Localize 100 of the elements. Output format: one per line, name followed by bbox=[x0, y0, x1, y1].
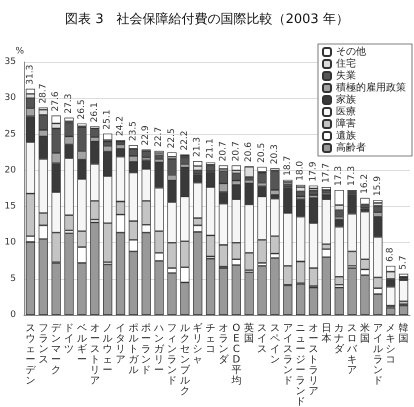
x-tick-label: オランダ bbox=[218, 322, 230, 366]
legend-label: 住宅 bbox=[336, 58, 356, 70]
bar bbox=[64, 233, 74, 315]
total-label: 27.3 bbox=[64, 94, 74, 114]
x-tick-label: ドイツ bbox=[64, 322, 74, 355]
total-label: 15.9 bbox=[372, 176, 383, 196]
bar bbox=[232, 173, 241, 181]
y-tick-label: 10 bbox=[4, 238, 16, 248]
bar bbox=[206, 258, 216, 315]
total-label: 20.3 bbox=[270, 144, 280, 164]
total-label: 18.7 bbox=[282, 156, 293, 176]
x-tick-label: フィンランド bbox=[166, 322, 177, 386]
x-tick-label: スイス bbox=[257, 322, 268, 355]
bar bbox=[167, 152, 177, 157]
x-tick-label: スペイン bbox=[270, 322, 280, 366]
legend-label: 障害 bbox=[336, 118, 356, 130]
bar bbox=[180, 157, 190, 164]
x-tick-label: OECD平均 bbox=[230, 322, 242, 386]
x-tick-label: ハンガリー bbox=[153, 322, 166, 376]
bar bbox=[398, 280, 408, 302]
x-tick-label: ノルウェー bbox=[102, 322, 113, 376]
total-label: 31.3 bbox=[25, 64, 36, 85]
legend-label: 医療 bbox=[336, 106, 356, 118]
bar bbox=[347, 268, 357, 315]
x-tick-label: チェコ bbox=[206, 322, 216, 355]
x-tick-label: オーストリア bbox=[90, 322, 100, 386]
total-label: 26.1 bbox=[90, 102, 100, 122]
x-tick-label: オーストラリア bbox=[308, 322, 318, 397]
x-tick-label: ポーランド bbox=[141, 322, 152, 376]
x-tick-label: ルクセンブルク bbox=[180, 322, 191, 397]
x-tick-label: ベルギー bbox=[76, 322, 87, 366]
y-axis-title: % bbox=[15, 46, 24, 56]
bar bbox=[90, 129, 100, 138]
total-label: 5.7 bbox=[398, 255, 409, 270]
bar bbox=[334, 288, 344, 315]
total-label: 22.2 bbox=[180, 130, 190, 151]
bar bbox=[386, 308, 396, 315]
total-label: 25.1 bbox=[102, 110, 113, 130]
legend-label: 遺族 bbox=[336, 130, 356, 142]
bar bbox=[270, 258, 280, 315]
x-tick-label: 韓国 bbox=[398, 322, 409, 344]
total-label: 20.6 bbox=[244, 142, 254, 162]
x-tick-label: スロバキア bbox=[346, 322, 358, 376]
total-label: 17.3 bbox=[347, 166, 358, 186]
total-label: 22.9 bbox=[141, 125, 152, 146]
bar bbox=[116, 142, 126, 144]
x-tick-label: 日本 bbox=[321, 322, 332, 344]
total-label: 21.1 bbox=[206, 138, 216, 158]
bar bbox=[90, 222, 100, 315]
total-label: 22.7 bbox=[154, 126, 164, 147]
legend-label: 積極的雇用政策 bbox=[336, 82, 406, 94]
total-label: 20.5 bbox=[257, 142, 268, 163]
y-tick-label: 20 bbox=[4, 165, 16, 176]
total-label: 16.2 bbox=[360, 174, 370, 194]
x-tick-label: アイルランド bbox=[372, 322, 383, 386]
x-tick-label: ニュージーランド bbox=[296, 322, 306, 407]
x-tick-label: スウェーデン bbox=[25, 322, 36, 386]
total-label: 6.8 bbox=[386, 247, 396, 262]
total-label: 27.6 bbox=[51, 91, 62, 112]
x-tick-label: デンマーク bbox=[51, 322, 62, 376]
y-tick-label: 25 bbox=[4, 129, 16, 140]
x-tick-label: 英国 bbox=[244, 322, 254, 344]
total-label: 24.2 bbox=[116, 116, 126, 136]
total-label: 28.7 bbox=[38, 83, 48, 104]
legend-label: 高齢者 bbox=[336, 142, 366, 154]
bar bbox=[296, 191, 306, 196]
legend-label: 失業 bbox=[336, 70, 356, 82]
bar bbox=[103, 264, 112, 315]
bar bbox=[257, 266, 267, 315]
total-label: 20.7 bbox=[231, 141, 242, 162]
chart-title: 図表 3 社会保障給付費の国際比較（2003 年） bbox=[65, 12, 349, 27]
bar bbox=[26, 88, 36, 94]
legend-label: 家族 bbox=[336, 94, 356, 106]
bar bbox=[360, 198, 370, 204]
bar bbox=[322, 190, 331, 193]
bar bbox=[232, 165, 241, 170]
y-tick-label: 15 bbox=[4, 202, 16, 212]
bar bbox=[373, 206, 382, 212]
y-tick-label: 30 bbox=[4, 93, 16, 104]
total-label: 22.5 bbox=[166, 128, 177, 148]
bar bbox=[308, 190, 318, 196]
bar bbox=[373, 200, 382, 203]
bar bbox=[308, 186, 318, 188]
legend-label: その他 bbox=[336, 46, 366, 58]
x-tick-label: ギリシャ bbox=[192, 322, 203, 366]
bar bbox=[142, 150, 151, 158]
total-label: 26.5 bbox=[76, 99, 87, 120]
total-label: 20.7 bbox=[218, 141, 228, 162]
y-tick-label: 0 bbox=[10, 310, 16, 320]
bar bbox=[193, 161, 202, 166]
x-tick-label: メキシコ bbox=[386, 322, 396, 366]
bar bbox=[154, 155, 164, 159]
x-tick-label: イタリア bbox=[116, 322, 126, 366]
bar bbox=[218, 165, 228, 169]
total-label: 18.0 bbox=[296, 160, 306, 181]
x-tick-label: アイスランド bbox=[282, 322, 293, 386]
total-label: 17.7 bbox=[321, 163, 332, 184]
x-tick-label: カナダ bbox=[334, 322, 346, 355]
total-label: 17.9 bbox=[308, 161, 318, 182]
total-label: 21.3 bbox=[192, 136, 203, 158]
